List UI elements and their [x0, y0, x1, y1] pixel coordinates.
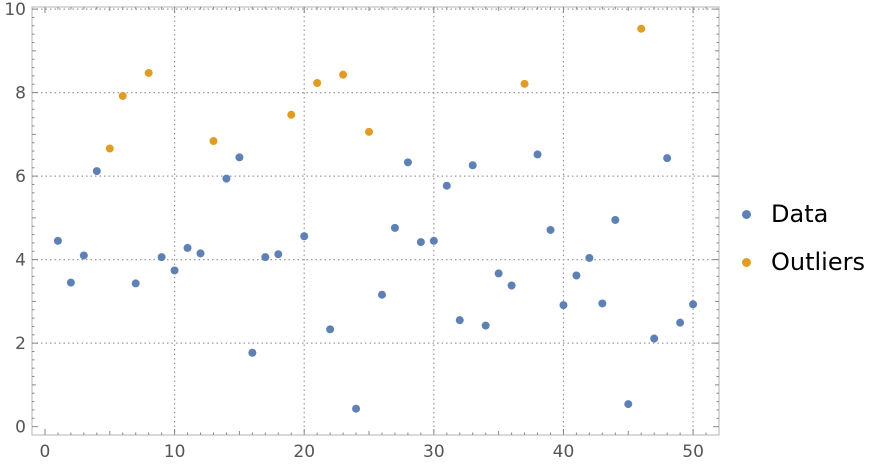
point-data	[416, 238, 425, 247]
x-tick-label: 10	[164, 442, 186, 462]
point-outliers	[287, 110, 296, 119]
legend-label-outliers: Outliers	[771, 248, 865, 276]
point-data	[494, 269, 503, 278]
point-outliers	[209, 137, 218, 146]
point-data	[689, 300, 698, 309]
x-tick-label: 30	[423, 442, 445, 462]
y-tick-label: 8	[15, 84, 26, 104]
axis-ticks: 0 10 20 30 40 50 0 2 4 6 8 10	[4, 0, 719, 462]
point-data	[157, 253, 166, 262]
legend-label-data: Data	[771, 200, 829, 228]
point-data	[222, 174, 231, 183]
point-outliers	[339, 70, 348, 79]
point-data	[274, 250, 283, 259]
point-data	[390, 223, 399, 232]
point-data	[676, 318, 685, 327]
x-tick-label: 40	[553, 442, 575, 462]
point-data	[611, 215, 620, 224]
grid-lines	[32, 7, 719, 435]
y-tick-label: 6	[15, 167, 26, 187]
legend: Data Outliers	[742, 190, 865, 286]
point-data	[92, 167, 101, 176]
x-tick-label: 20	[293, 442, 315, 462]
point-data	[663, 154, 672, 163]
point-data	[66, 278, 75, 287]
legend-marker-outliers	[742, 257, 751, 267]
point-data	[183, 243, 192, 252]
point-outliers	[313, 78, 322, 87]
point-data	[455, 316, 464, 325]
point-data	[507, 281, 516, 290]
series-outliers	[105, 24, 646, 153]
point-data	[261, 253, 270, 262]
point-outliers	[144, 68, 153, 77]
point-data	[235, 153, 244, 162]
point-data	[352, 404, 361, 413]
point-data	[572, 271, 581, 280]
point-outliers	[105, 144, 114, 153]
point-data	[533, 150, 542, 159]
point-data	[546, 225, 555, 234]
x-tick-label: 0	[40, 442, 51, 462]
y-tick-label: 0	[15, 418, 26, 438]
point-data	[650, 334, 659, 343]
series-data	[53, 150, 698, 413]
y-tick-label: 4	[15, 251, 26, 271]
legend-item-outliers: Outliers	[742, 238, 865, 286]
legend-item-data: Data	[742, 190, 865, 238]
point-data	[481, 321, 490, 330]
point-data	[53, 236, 62, 245]
point-data	[442, 181, 451, 190]
point-data	[170, 266, 179, 275]
data-points	[53, 24, 698, 413]
point-data	[326, 325, 335, 334]
point-data	[248, 348, 257, 357]
plot-frame-rect	[31, 6, 720, 436]
point-data	[468, 161, 477, 170]
legend-marker-data	[742, 209, 751, 219]
y-tick-label: 10	[4, 0, 26, 20]
point-data	[300, 232, 309, 241]
plot-frame	[31, 6, 720, 436]
point-outliers	[637, 24, 646, 33]
point-data	[403, 158, 412, 167]
point-data	[598, 299, 607, 308]
x-tick-label: 50	[682, 442, 704, 462]
point-outliers	[365, 127, 374, 136]
point-data	[559, 301, 568, 310]
point-data	[429, 236, 438, 245]
point-data	[79, 251, 88, 260]
point-data	[585, 253, 594, 262]
point-outliers	[520, 79, 529, 88]
y-tick-label: 2	[15, 334, 26, 354]
point-outliers	[118, 91, 127, 100]
point-data	[377, 290, 386, 299]
point-data	[131, 279, 140, 288]
point-data	[196, 249, 205, 258]
point-data	[624, 400, 633, 409]
